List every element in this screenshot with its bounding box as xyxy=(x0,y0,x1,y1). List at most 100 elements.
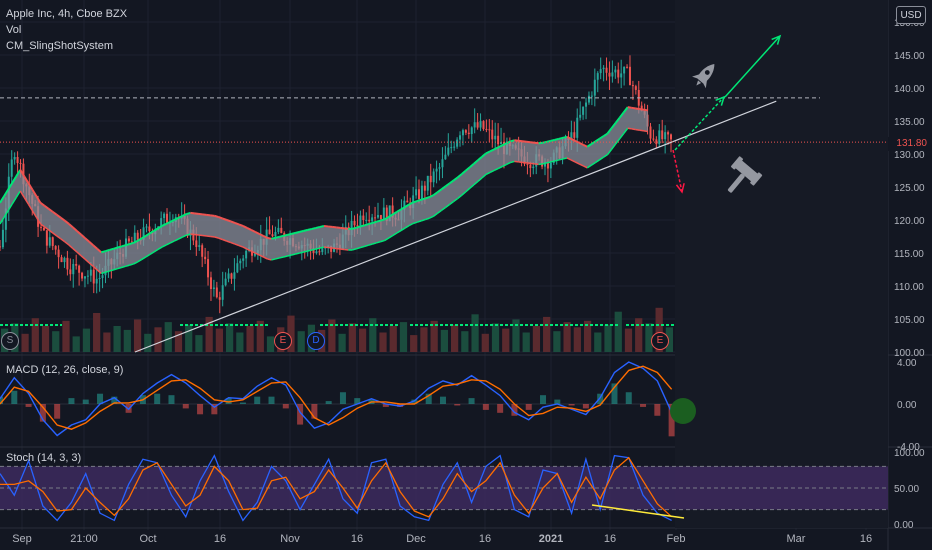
ema-fast-segment xyxy=(485,150,491,155)
volume-bar xyxy=(379,332,387,352)
macd-legend[interactable]: MACD (12, 26, close, 9) xyxy=(6,364,124,376)
ema-fast-segment xyxy=(84,237,90,243)
volume-bar xyxy=(645,323,653,352)
volume-bar xyxy=(256,320,264,352)
macd-histogram-bar xyxy=(11,390,18,404)
ema-fast-segment xyxy=(254,230,260,235)
ema-fast-segment xyxy=(307,227,313,231)
ema-slow-segment xyxy=(619,133,625,140)
ema-fast-segment xyxy=(319,224,325,228)
candle-body xyxy=(476,122,479,128)
ema-slow-segment xyxy=(469,184,475,189)
candle-body xyxy=(95,278,98,284)
candle-body xyxy=(166,213,169,223)
volume-bar xyxy=(451,324,459,352)
ema-fast-segment xyxy=(27,182,34,191)
ema-fast-segment xyxy=(448,179,455,185)
ema-fast-segment xyxy=(291,231,296,235)
candle-body xyxy=(617,69,620,78)
ema-fast-segment xyxy=(546,139,552,143)
stoch-legend[interactable]: Stoch (14, 3, 3) xyxy=(6,452,82,464)
candle-body xyxy=(207,259,210,278)
volume-bar xyxy=(174,331,183,352)
ema-fast-segment xyxy=(635,107,641,111)
ema-fast-segment xyxy=(258,232,264,237)
ema-fast-segment xyxy=(424,196,430,200)
ema-slow-segment xyxy=(311,248,317,251)
candle-body xyxy=(435,168,438,172)
ema-fast-segment xyxy=(186,211,191,216)
macd-histogram-bar xyxy=(611,383,618,404)
candle-body xyxy=(163,213,166,219)
time-tick-label: Mar xyxy=(787,533,806,545)
candle-body xyxy=(368,219,371,222)
ema-fast-segment xyxy=(117,245,122,249)
volume-legend[interactable]: Vol xyxy=(6,24,22,36)
ema-fast-segment xyxy=(60,216,66,222)
ema-fast-segment xyxy=(356,225,361,229)
price-tick-label: 100.00 xyxy=(894,348,925,359)
candle-body xyxy=(324,247,327,249)
ema-fast-segment xyxy=(493,146,499,151)
drawing-icons xyxy=(689,58,763,201)
symbol-legend[interactable]: Apple Inc, 4h, Cboe BZX xyxy=(6,8,128,20)
candle-body xyxy=(379,215,382,220)
ema-slow-segment xyxy=(445,203,450,209)
earnings-marker[interactable]: E xyxy=(274,332,292,350)
candle-body xyxy=(212,287,215,289)
stoch-tick-label: 100.00 xyxy=(894,448,925,459)
ema-slow-segment xyxy=(606,148,613,156)
stoch-pane xyxy=(0,454,888,522)
ema-slow-segment xyxy=(635,128,641,131)
ema-fast-segment xyxy=(396,208,402,213)
ema-slow-segment xyxy=(574,161,580,165)
candle-body xyxy=(0,246,1,248)
ema-fast-segment xyxy=(388,213,394,218)
volume-bar xyxy=(236,332,244,352)
ema-slow-segment xyxy=(497,165,503,170)
volume-bar xyxy=(522,332,530,352)
rocket-icon[interactable] xyxy=(689,58,721,91)
earnings-marker[interactable]: E xyxy=(651,332,669,350)
ema-fast-segment xyxy=(56,213,62,219)
candle-body xyxy=(66,257,69,270)
volume-bar xyxy=(543,316,551,352)
candle-body xyxy=(544,162,547,167)
volume-bar xyxy=(195,335,203,352)
candle-body xyxy=(268,229,271,235)
ema-fast-segment xyxy=(453,176,459,182)
volume-bar xyxy=(604,324,612,352)
ema-fast-segment xyxy=(364,223,369,227)
macd-histogram-bar xyxy=(540,395,547,404)
volume-bar xyxy=(563,322,571,352)
ema-fast-segment xyxy=(7,182,14,191)
ema-slow-segment xyxy=(457,194,463,200)
candle-body xyxy=(277,227,280,233)
currency-badge[interactable]: USD xyxy=(896,6,926,24)
dividend-marker[interactable]: D xyxy=(307,332,325,350)
split-marker[interactable]: S xyxy=(1,332,19,350)
candle-body xyxy=(92,269,95,284)
price-candles xyxy=(0,55,672,314)
gavel-icon[interactable] xyxy=(718,156,763,201)
ema-fast-segment xyxy=(380,218,386,222)
volume-bar xyxy=(481,333,489,352)
candle-body xyxy=(494,135,497,140)
candle-body xyxy=(626,66,629,68)
volume-bar xyxy=(103,332,111,352)
candle-body xyxy=(620,73,623,78)
volume-bar xyxy=(594,332,602,352)
candle-body xyxy=(491,129,494,140)
ema-slow-segment xyxy=(384,237,390,242)
ema-fast-segment xyxy=(271,236,276,240)
candle-body xyxy=(101,275,104,278)
candle-body xyxy=(315,251,318,254)
ema-fast-segment xyxy=(360,224,365,228)
ema-slow-segment xyxy=(627,127,632,130)
indicator-legend[interactable]: CM_SlingShotSystem xyxy=(6,40,113,52)
ema-fast-segment xyxy=(68,223,74,229)
ema-fast-segment xyxy=(222,217,228,221)
candle-body xyxy=(60,257,63,263)
ema-slow-segment xyxy=(550,160,556,163)
